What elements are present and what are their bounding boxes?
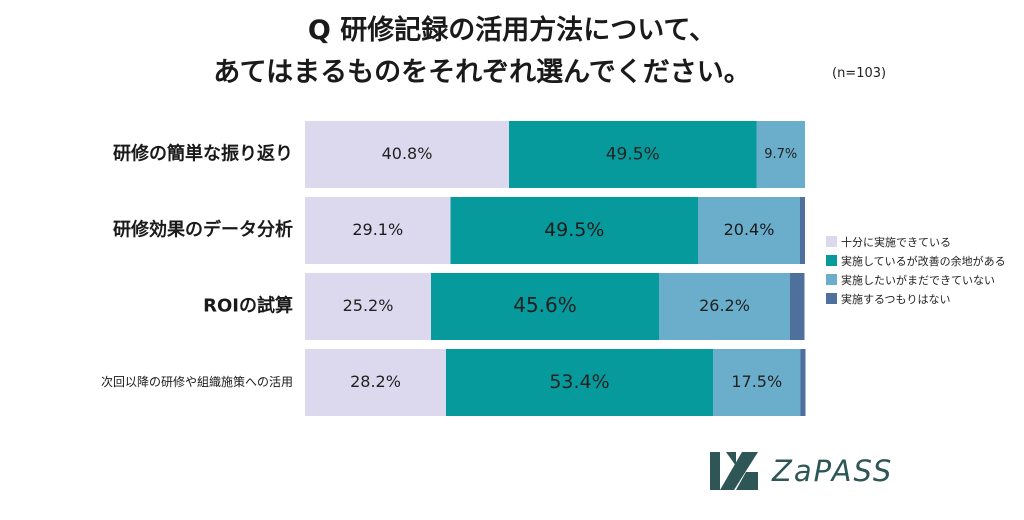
bar-segment [509,121,757,188]
legend-item: 実施しているが改善の余地がある [826,251,1006,270]
chart-title-line-1: Q 研修記録の活用方法について、 [307,15,717,46]
category-label: 研修の簡単な振り返り [113,143,293,165]
bar-segment [800,197,805,264]
bar-segment [800,349,806,416]
data-label: 28.2% [350,372,401,391]
data-label: 45.6% [513,293,577,317]
legend-swatch [826,293,837,304]
bar-segment [446,349,713,416]
sample-size-note: (n=103) [832,66,887,81]
zapass-logo: ZaPASS [710,452,893,490]
legend-swatch [826,255,837,266]
data-label: 49.5% [606,145,660,165]
legend-swatch [826,236,837,247]
chart-legend: 十分に実施できている実施しているが改善の余地がある 実施したいがまだできていない実… [826,232,1006,308]
bar-segment [790,273,805,340]
legend-item: 実施するつもりはない [826,289,1006,308]
data-label: 9.7% [764,147,797,162]
bar-segment [756,121,805,188]
bar-segment [305,197,451,264]
bar-segment [659,273,790,340]
bar-segment [305,121,509,188]
data-label: 25.2% [343,296,394,315]
legend-label: 十分に実施できている [841,235,951,249]
category-label: 研修効果のデータ分析 [113,219,293,241]
data-label: 26.2% [699,296,750,315]
data-label: 29.1% [352,220,403,239]
logo-text: ZaPASS [772,454,894,488]
bar-segment [305,273,431,340]
bar-segment [698,197,800,264]
legend-label: 実施するつもりはない [841,292,951,306]
legend-swatch [826,274,837,285]
bar-segment [305,349,446,416]
legend-label: 実施しているが改善の余地がある [841,254,1006,268]
data-label: 17.5% [731,372,782,391]
data-label: 53.4% [549,371,609,393]
category-label: ROIの試算 [203,295,293,317]
legend-item: 十分に実施できている [826,232,1006,251]
data-label: 20.4% [724,220,775,239]
bar-segment [450,197,698,264]
zapass-logo-icon [710,452,758,490]
bar-segment [431,273,659,340]
category-label: 次回以降の研修や組織施策への活用 [101,374,293,389]
chart-title-line-2: あてはまるものをそれぞれ選んでください。 [213,57,751,88]
data-label: 40.8% [382,144,433,163]
bar-segment [713,349,801,416]
legend-label: 実施したいがまだできていない [841,273,995,287]
data-label: 49.5% [544,219,604,241]
legend-item: 実施したいがまだできていない [826,270,1006,289]
